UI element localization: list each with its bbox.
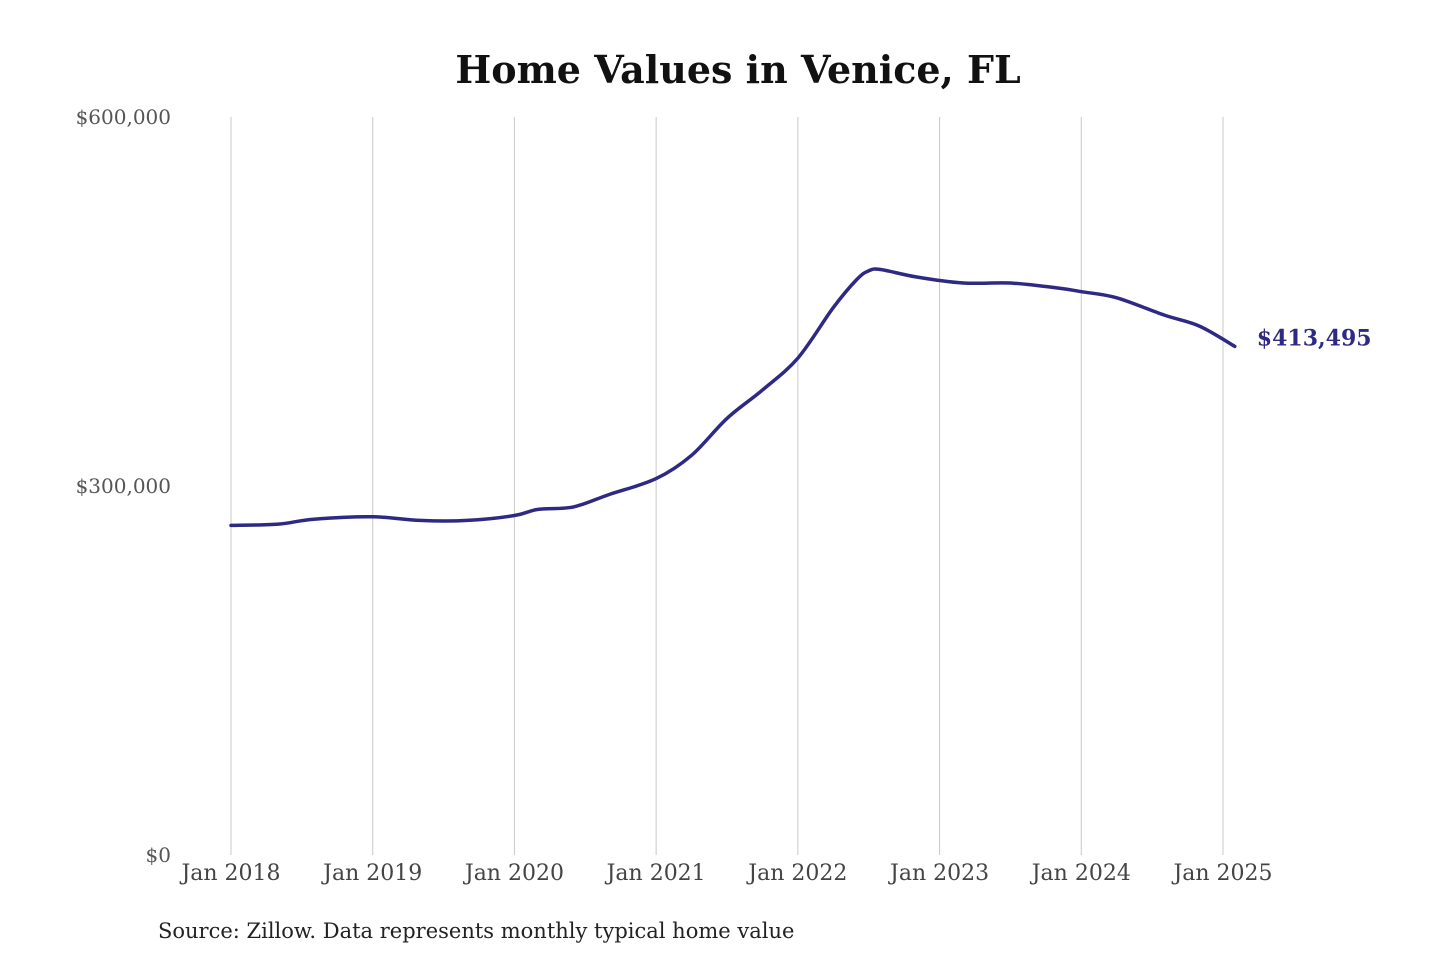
x-tick-label: Jan 2024 (1030, 861, 1131, 886)
x-tick-label: Jan 2025 (1171, 861, 1272, 886)
x-tick-label: Jan 2019 (321, 861, 422, 886)
x-axis-ticks: Jan 2018 Jan 2019 Jan 2020 Jan 2021 Jan 2022… (179, 861, 1272, 886)
series-layer: $413,495 (229, 267, 1372, 528)
source-note: Source: Zillow. Data represents monthly … (158, 919, 794, 943)
chart-title: Home Values in Venice, FL (455, 47, 1020, 92)
grid-lines (230, 117, 1224, 855)
y-tick-label: $0 (146, 843, 171, 867)
x-tick-label: Jan 2022 (746, 861, 847, 886)
x-tick-label: Jan 2020 (463, 861, 564, 886)
x-tick-label: Jan 2021 (605, 861, 706, 886)
y-tick-label: $600,000 (76, 105, 171, 129)
x-tick-label: Jan 2023 (888, 861, 989, 886)
x-tick-label: Jan 2018 (179, 861, 280, 886)
series-line (229, 267, 1237, 528)
y-axis-ticks: $0 $300,000 $600,000 (76, 105, 171, 867)
end-value-label: $413,495 (1257, 325, 1372, 351)
y-tick-label: $300,000 (76, 474, 171, 498)
